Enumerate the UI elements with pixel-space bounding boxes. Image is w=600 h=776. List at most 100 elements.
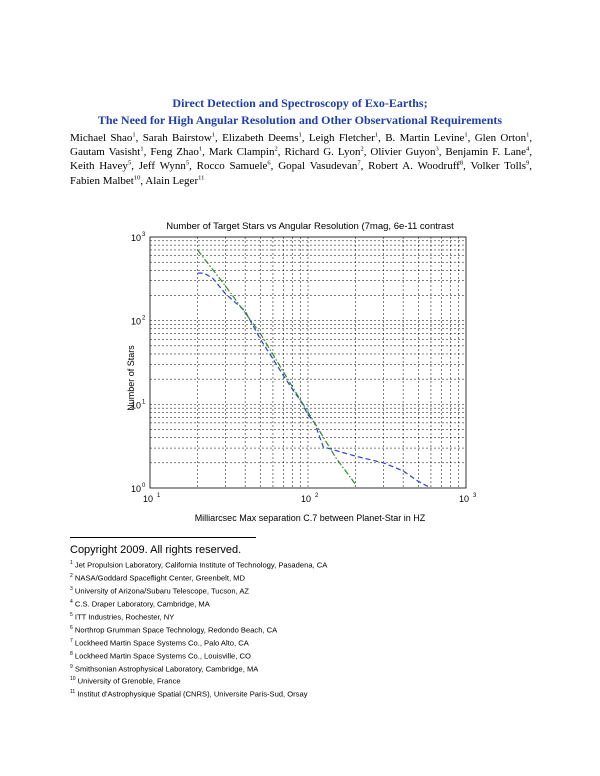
y-tick-label: 10 3: [131, 232, 146, 243]
footnote-text: ITT Industries, Rochester, NY: [72, 612, 175, 622]
footnote-text: Institut d'Astrophysique Spatial (CNRS),…: [75, 689, 308, 699]
y-tick-exponent: 3: [142, 232, 146, 238]
author: Feng Zhao1: [150, 146, 202, 158]
author-name: Feng Zhao: [150, 146, 199, 159]
author-name: Mark Clampin: [208, 146, 275, 159]
author: Rocco Samuele6: [197, 160, 271, 172]
x-tick-label: 10 2: [301, 493, 319, 504]
y-tick-exponent: 0: [142, 483, 146, 489]
y-tick-base: 10: [131, 317, 141, 327]
y-tick-label: 10 0: [131, 483, 146, 494]
author-name: Glen Orton: [474, 132, 527, 144]
author-name: Sarah Bairstow: [142, 132, 212, 144]
footnote-number: 2: [70, 572, 73, 579]
author-affiliation-mark: 2: [360, 145, 364, 153]
copyright-notice: Copyright 2009. All rights reserved.: [70, 544, 242, 556]
author-affiliation-mark: 7: [357, 159, 361, 167]
footnote-text: Smithsonian Astrophysical Laboratory, Ca…: [72, 664, 259, 674]
paper-title-line-1: Direct Detection and Spectroscopy of Exo…: [172, 96, 428, 110]
author: Alain Leger11: [145, 173, 205, 187]
x-tick-base: 10: [143, 494, 153, 504]
author-name: Olivier Guyon: [370, 146, 436, 159]
footnote-text: Lockheed Martin Space Systems Co., Louis…: [72, 651, 251, 661]
footnote-number: 3: [70, 585, 73, 592]
footnote-text: University of Arizona/Subaru Telescope, …: [72, 586, 250, 596]
footnote-text: University of Grenoble, France: [75, 676, 181, 686]
footnote-number: 7: [70, 637, 73, 644]
footnote-item: 4 C.S. Draper Laboratory, Cambridge, MA: [70, 597, 327, 610]
author-affiliation-mark: 5: [127, 159, 132, 167]
footnote-number: 5: [70, 611, 73, 618]
author-name: Keith Havey: [70, 160, 128, 173]
author-name: B. Martin Levine: [385, 132, 465, 144]
series-line-1: [197, 272, 432, 489]
series-line-2: [197, 249, 357, 485]
y-tick-base: 10: [131, 400, 141, 410]
author-affiliation-mark: 4: [526, 145, 530, 153]
footnote-text: Jet Propulsion Laboratory, California In…: [72, 560, 328, 570]
author-list: Michael Shao1, Sarah Bairstow1, Elizabet…: [70, 131, 533, 187]
author: Benjamin F. Lane4: [445, 146, 529, 158]
author: Richard G. Lyon2: [284, 146, 363, 158]
footnote-item: 7 Lockheed Martin Space Systems Co., Pal…: [70, 636, 327, 649]
footnote-number: 6: [70, 624, 73, 631]
footnote-item: 5 ITT Industries, Rochester, NY: [70, 610, 327, 623]
author: Keith Havey5: [70, 160, 131, 172]
star-count-chart: Number of Target Stars vs Angular Resolu…: [126, 221, 477, 523]
y-tick-label: 10 1: [131, 399, 146, 410]
author-name: Benjamin F. Lane: [445, 146, 527, 159]
author-affiliation-mark: 5: [185, 159, 190, 167]
author-name: Jeff Wynn: [138, 160, 186, 173]
author-affiliation-mark: 11: [198, 173, 205, 181]
footnote-item: 3 University of Arizona/Subaru Telescope…: [70, 584, 327, 597]
author: Mark Clampin2: [209, 146, 278, 158]
author: Volker Tolls9: [470, 160, 529, 172]
x-tick-base: 10: [459, 494, 469, 504]
y-tick-exponent: 2: [142, 316, 146, 322]
footnote-number: 8: [70, 650, 73, 657]
author-affiliation-mark: 9: [526, 159, 530, 167]
x-tick-exponent: 2: [315, 493, 319, 499]
author-affiliation-mark: 6: [267, 159, 271, 167]
author-affiliation-mark: 1: [526, 131, 530, 139]
author: Leigh Fletcher1: [309, 132, 378, 144]
author-name: Michael Shao: [70, 132, 133, 144]
author-affiliation-mark: 1: [198, 145, 203, 153]
y-tick-exponent: 1: [142, 399, 146, 405]
author-name: Alain Leger: [145, 174, 199, 187]
y-tick-base: 10: [131, 233, 141, 243]
footnote-text: Northrop Grumman Space Technology, Redon…: [72, 625, 278, 635]
y-axis-label: Number of Stars: [126, 345, 136, 411]
x-tick-exponent: 3: [473, 493, 477, 499]
author: Jeff Wynn5: [139, 160, 189, 172]
author-affiliation-mark: 1: [211, 131, 216, 139]
x-axis-label: Milliarcsec Max separation C.7 between P…: [195, 513, 426, 523]
author: Robert A. Woodruff8: [368, 160, 463, 172]
footnote-number: 11: [70, 689, 76, 696]
author-name: Elizabeth Deems: [222, 132, 299, 144]
author-name: Leigh Fletcher: [308, 132, 375, 144]
footnote-number: 9: [70, 663, 73, 670]
author-name: Robert A. Woodruff: [368, 160, 460, 173]
x-tick-label: 10 1: [143, 493, 161, 504]
chart-title: Number of Target Stars vs Angular Resolu…: [166, 221, 454, 232]
author-name: Volker Tolls: [470, 160, 526, 173]
author-affiliation-mark: 1: [132, 131, 136, 139]
footnote-text: Lockheed Martin Space Systems Co., Palo …: [72, 638, 249, 648]
footnote-item: 6 Northrop Grumman Space Technology, Red…: [70, 623, 327, 636]
author-name: Richard G. Lyon: [284, 146, 361, 159]
author-name: Gautam Vasisht: [70, 146, 141, 159]
author-name: Fabien Malbet: [70, 174, 134, 187]
footnote-item: 2 NASA/Goddard Spaceflight Center, Green…: [70, 571, 327, 584]
footnote-number: 1: [70, 560, 73, 566]
author-affiliation-mark: 1: [464, 131, 468, 139]
footnote-item: 10 University of Grenoble, France: [70, 674, 327, 687]
author-name: Rocco Samuele: [196, 160, 268, 173]
x-tick-exponent: 1: [157, 493, 161, 499]
author-affiliation-mark: 1: [374, 131, 379, 139]
author: B. Martin Levine1: [385, 132, 467, 144]
footnote-text: C.S. Draper Laboratory, Cambridge, MA: [72, 599, 210, 609]
footnote-number: 10: [70, 676, 76, 683]
author: Michael Shao1: [70, 132, 136, 144]
author-affiliation-mark: 1: [298, 131, 302, 139]
